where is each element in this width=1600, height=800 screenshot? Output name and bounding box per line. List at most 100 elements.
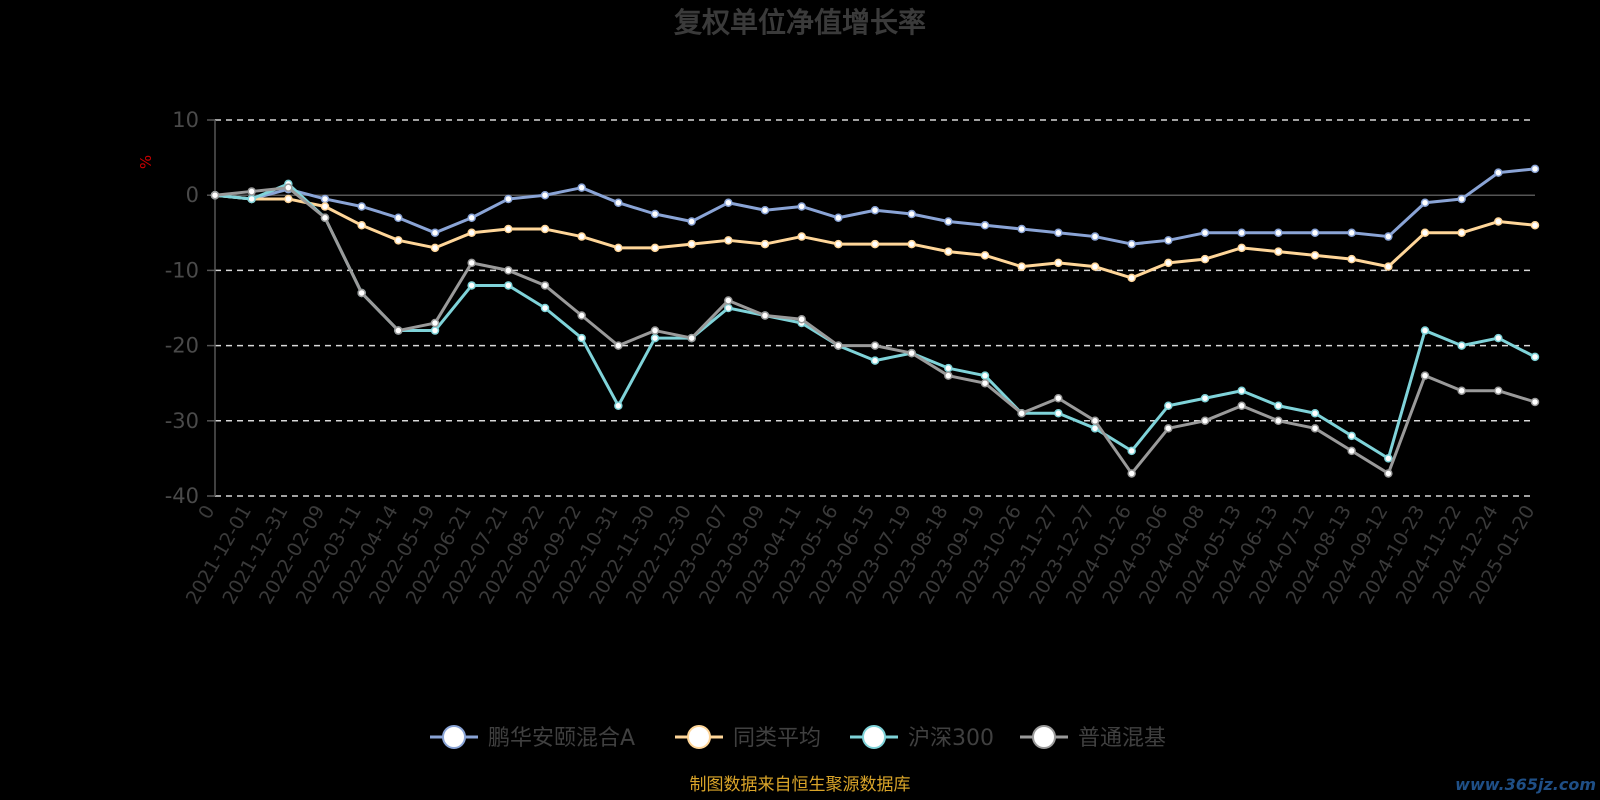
data-point	[870, 356, 880, 365]
data-point	[650, 243, 660, 253]
data-point	[320, 213, 330, 223]
data-point	[944, 247, 953, 256]
y-tick-labels: 10 0 -10 -20 -30 -40	[165, 108, 199, 508]
data-point	[577, 232, 586, 241]
data-point	[1237, 401, 1246, 411]
data-point	[504, 266, 513, 275]
data-point	[907, 209, 916, 219]
data-point	[870, 205, 880, 215]
data-point	[1274, 247, 1283, 256]
data-point	[1274, 401, 1283, 411]
data-point	[944, 217, 953, 226]
data-point	[870, 341, 880, 350]
data-point	[1200, 393, 1210, 403]
legend-marker-icon	[687, 725, 711, 749]
data-point	[1384, 454, 1393, 463]
data-point	[504, 194, 513, 204]
data-point	[210, 190, 220, 200]
data-point	[614, 198, 623, 207]
data-source-note: 制图数据来自恒生聚源数据库	[690, 775, 911, 795]
data-point	[1384, 262, 1393, 271]
axes	[207, 119, 1535, 497]
data-point	[1017, 409, 1026, 418]
data-point	[614, 243, 623, 253]
data-point	[760, 205, 770, 215]
data-point	[797, 202, 806, 211]
data-point	[760, 311, 770, 320]
data-point	[1164, 424, 1173, 433]
data-point	[284, 183, 293, 192]
legend-label: 沪深300	[908, 726, 994, 751]
data-point	[540, 281, 550, 290]
data-point	[1420, 228, 1430, 238]
legend-label: 鹏华安颐混合A	[488, 726, 635, 751]
legend-item[interactable]: 鹏华安颐混合A	[430, 725, 635, 751]
data-point	[1384, 232, 1393, 241]
x-tick-labels: 02021-12-012021-12-312022-02-092022-03-1…	[182, 502, 1540, 609]
data-point	[430, 228, 440, 238]
data-point	[467, 228, 476, 238]
data-point	[1310, 228, 1320, 238]
data-point	[1054, 393, 1063, 403]
data-point	[724, 236, 733, 245]
data-point	[394, 236, 403, 245]
data-point	[650, 333, 660, 343]
data-point	[1127, 469, 1136, 478]
data-point	[980, 251, 990, 260]
data-point	[1237, 386, 1246, 395]
data-point	[1347, 228, 1356, 238]
data-point	[394, 213, 403, 223]
legend[interactable]: 鹏华安颐混合A 同类平均 沪深300 普通混基	[430, 725, 1166, 751]
data-point	[1127, 239, 1136, 249]
data-point	[1200, 254, 1210, 264]
data-point	[1384, 469, 1393, 478]
data-point	[247, 194, 256, 204]
data-point	[687, 333, 696, 343]
data-point	[650, 326, 660, 335]
data-point	[724, 296, 733, 305]
data-point	[1310, 251, 1320, 260]
data-point	[357, 202, 366, 211]
data-point	[357, 221, 366, 230]
data-point	[357, 288, 366, 298]
series-lines	[210, 164, 1540, 478]
data-point	[1164, 401, 1173, 411]
data-point	[614, 341, 623, 350]
data-point	[430, 243, 440, 253]
data-point	[1090, 232, 1100, 241]
data-point	[797, 232, 806, 241]
legend-item[interactable]: 普通混基	[1020, 725, 1166, 751]
data-point	[980, 221, 990, 230]
x-tick-label: 0	[194, 502, 219, 523]
gridlines	[215, 119, 1535, 497]
y-tick-label: -20	[165, 334, 199, 358]
legend-item[interactable]: 沪深300	[850, 725, 994, 751]
data-point	[1237, 243, 1246, 253]
legend-item[interactable]: 同类平均	[675, 725, 821, 751]
data-point	[320, 194, 330, 204]
data-point	[834, 341, 843, 350]
data-point	[467, 281, 476, 290]
data-point	[320, 202, 330, 211]
data-point	[284, 194, 293, 204]
data-point	[907, 348, 916, 358]
data-point	[1457, 194, 1466, 204]
data-point	[577, 311, 586, 320]
data-point	[1494, 386, 1503, 395]
data-point	[1347, 431, 1356, 441]
chart-title: 复权单位净值增长率	[674, 6, 926, 39]
legend-marker-icon	[862, 725, 886, 749]
data-point	[944, 363, 953, 373]
data-point	[1457, 386, 1466, 395]
data-point	[1237, 228, 1246, 238]
data-point	[980, 378, 990, 388]
data-point	[467, 213, 476, 223]
data-point	[1420, 326, 1430, 335]
data-point	[1530, 164, 1540, 174]
data-point	[724, 198, 733, 207]
data-point	[1310, 424, 1320, 433]
y-tick-label: -40	[165, 484, 199, 508]
data-point	[1090, 416, 1100, 426]
data-point	[687, 239, 696, 249]
